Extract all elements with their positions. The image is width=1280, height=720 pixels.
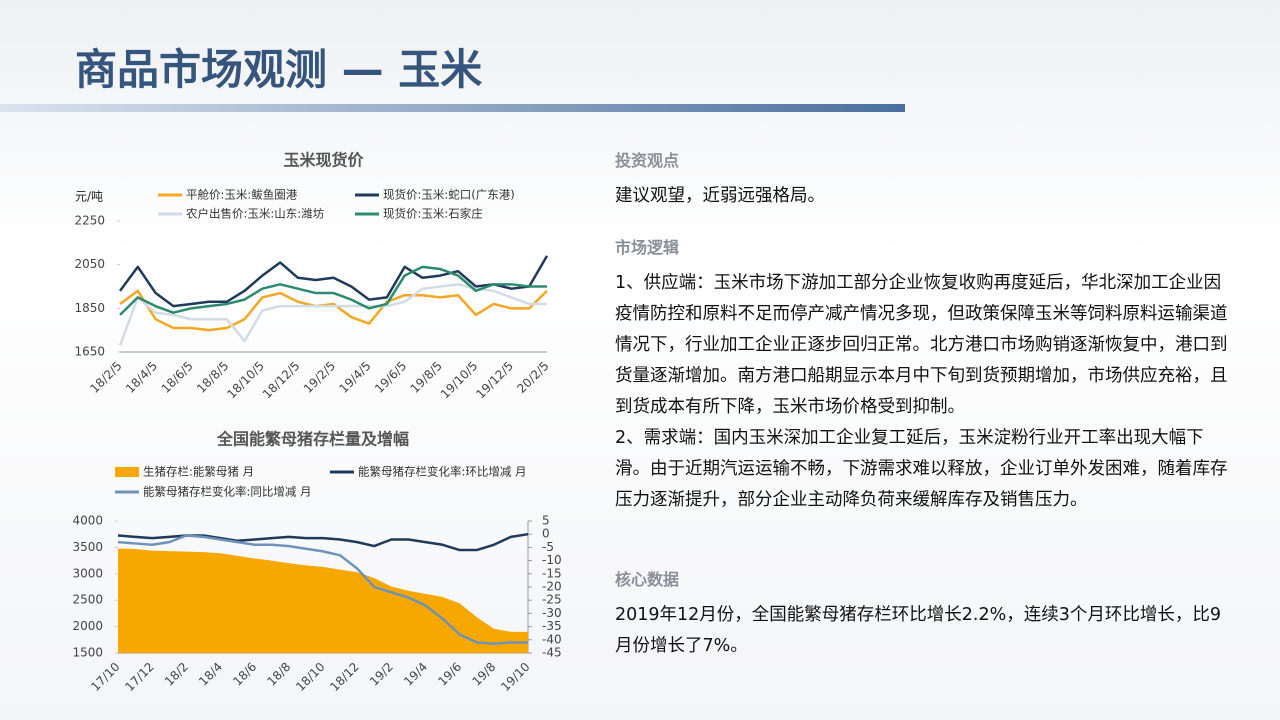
y-tick-label: 2500: [72, 593, 103, 607]
chart-title: 玉米现货价: [283, 151, 364, 170]
x-tick-label: 18/12/5: [260, 359, 303, 402]
paragraph: 2、需求端：国内玉米深加工企业复工延后，玉米淀粉行业开工率出现大幅下滑。由于近期…: [615, 428, 1228, 510]
x-tick-label: 19/2: [367, 660, 396, 689]
y-tick-label: 1500: [72, 646, 103, 660]
area: [118, 548, 528, 653]
y-tick-label: 4000: [72, 514, 103, 528]
x-tick-label: 19/10/5: [438, 359, 481, 402]
x-tick-label: 19/8: [469, 660, 498, 689]
y-tick-label: 2050: [74, 257, 105, 271]
paragraph: 建议观望，近弱远强格局。: [615, 186, 825, 206]
x-tick-label: 19/2/5: [301, 359, 338, 396]
x-tick-label: 17/10: [88, 660, 122, 694]
y2-tick-label: 5: [542, 514, 550, 528]
y-tick-label: 1650: [74, 345, 105, 359]
x-tick-label: 19/4: [401, 660, 430, 689]
x-tick-label: 19/6/5: [372, 359, 409, 396]
line: [119, 289, 548, 332]
x-tick-label: 18/8: [264, 660, 293, 689]
paragraph: 2019年12月份，全国能繁母猪存栏环比增长2.2%，连续3个月环比增长，比9月…: [615, 605, 1222, 656]
y-tick-label: 1850: [74, 301, 105, 315]
line: [118, 255, 549, 308]
section-heading: 核心数据: [615, 570, 680, 589]
slide-title: 商品市场观测 — 玉米: [75, 45, 483, 94]
legend-label: 现货价:玉米:石家庄: [383, 207, 483, 221]
y2-tick-label: -10: [542, 553, 562, 567]
y-tick-label: 2250: [74, 214, 105, 228]
x-tick-label: 20/2/5: [514, 359, 551, 396]
y2-tick-label: -45: [542, 646, 562, 660]
x-tick-label: 17/12: [122, 660, 156, 694]
y-tick-label: 3000: [72, 566, 103, 580]
x-tick-label: 19/4/5: [336, 359, 373, 396]
x-tick-label: 18/4/5: [123, 359, 160, 396]
legend-swatch: [115, 467, 139, 477]
y2-tick-label: -35: [542, 619, 562, 633]
legend-label: 平舱价:玉米:鲅鱼圈港: [186, 188, 298, 202]
y2-tick-label: -20: [542, 580, 562, 594]
text-panel: 投资观点建议观望，近弱远强格局。 市场逻辑 1、供应端：玉米市场下游加工部分企业恢复…: [615, 143, 1230, 662]
x-tick-label: 19/12/5: [473, 359, 516, 402]
x-tick-label: 18/6/5: [159, 359, 196, 396]
x-tick-label: 18/6: [230, 660, 259, 689]
legend-label: 现货价:玉米:蛇口(广东港): [383, 188, 515, 202]
y-axis-label: 元/吨: [75, 190, 103, 204]
legend-label: 农户出售价:玉米:山东:潍坊: [186, 207, 325, 221]
line: [118, 283, 547, 346]
x-tick-label: 19/6: [435, 660, 464, 689]
y-tick-label: 2000: [72, 619, 103, 633]
section-heading: 投资观点: [615, 151, 680, 170]
legend-label: 能繁母猪存栏变化率:环比增减 月: [358, 465, 527, 479]
charts: 玉米现货价元/吨165018502050225018/2/518/4/518/6…: [72, 151, 562, 695]
x-tick-label: 18/4: [196, 660, 225, 689]
line: [119, 265, 547, 316]
y-tick-label: 3500: [72, 540, 103, 554]
y2-tick-label: -30: [542, 606, 562, 620]
x-tick-label: 18/12: [327, 660, 361, 694]
paragraph: 1、供应端：玉米市场下游加工部分企业恢复收购再度延后，华北深加工企业因疫情防控和…: [615, 273, 1228, 417]
x-tick-label: 19/10: [498, 660, 532, 694]
x-tick-label: 18/2/5: [87, 359, 124, 396]
x-tick-label: 18/10/5: [224, 359, 267, 402]
legend-label: 生猪存栏:能繁母猪 月: [143, 465, 254, 479]
chart-title: 全国能繁母猪存栏量及增幅: [216, 430, 409, 449]
x-tick-label: 18/10: [293, 660, 327, 694]
title-bar: [0, 104, 905, 112]
x-tick-label: 18/2: [162, 660, 191, 689]
y2-tick-label: 0: [542, 527, 550, 541]
y2-tick-label: -40: [542, 632, 562, 646]
section-heading: 市场逻辑: [615, 238, 680, 257]
line: [117, 534, 528, 646]
legend-label: 能繁母猪存栏变化率:同比增减 月: [143, 485, 312, 499]
line: [117, 532, 529, 552]
y2-tick-label: -25: [542, 593, 562, 607]
y2-tick-label: -15: [542, 566, 562, 580]
y2-tick-label: -5: [542, 540, 554, 554]
